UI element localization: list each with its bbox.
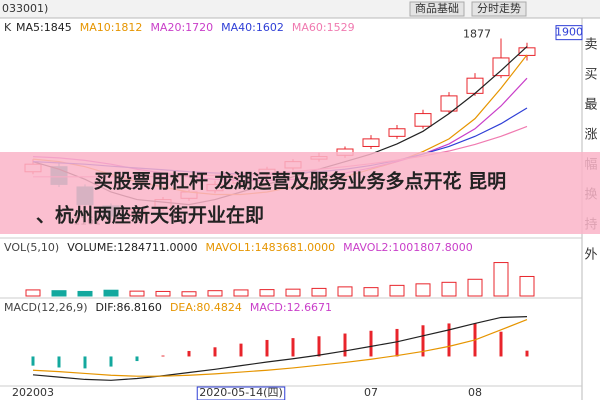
volume-bar (519, 275, 535, 297)
button[interactable] (471, 1, 527, 17)
indicator-label: DEA:80.4824 (170, 301, 242, 314)
high-label: 1877 (463, 27, 491, 40)
sidebar-char: 外 (584, 248, 597, 263)
volume-bar (311, 287, 327, 297)
indicator-label: MAVOL2:1001807.8000 (343, 241, 473, 254)
volume-bar (259, 289, 275, 297)
volume-bar (207, 290, 223, 297)
dif-line (32, 316, 528, 381)
indicator-label: MAVOL1:1483681.0000 (205, 241, 335, 254)
banner-text: 、杭州两座新天街开业在即 (36, 204, 264, 227)
sidebar-char: 涨 (584, 128, 597, 143)
button-label[interactable]: 商品基础 (415, 1, 459, 15)
volume-bar (441, 281, 457, 297)
candle-body (492, 57, 510, 77)
volume-bar (129, 290, 145, 297)
k-label: K (4, 21, 12, 34)
dea-line (32, 318, 528, 377)
banner-bg (0, 152, 600, 234)
banner-text: 买股票用杠杆 龙湖运营及服务业务多点开花 昆明 (94, 170, 506, 193)
legend-entry: MA20:1720 (150, 21, 213, 34)
candle-body (414, 113, 432, 127)
legend-entry: MA5:1845 (16, 21, 72, 34)
volume-bar (337, 286, 353, 297)
indicator-label: DIF:86.8160 (96, 301, 162, 314)
candle-body (362, 138, 380, 147)
y-tick-label: 1900 (555, 26, 583, 39)
x-tick-label: 2020-05-14(四) (199, 386, 283, 399)
candle-body (388, 128, 406, 137)
sidebar-char: 最 (584, 98, 597, 113)
legend-entry: MA60:1529 (292, 21, 355, 34)
date-box (196, 386, 286, 400)
volume-bar (493, 262, 509, 297)
sidebar-char: 买 (584, 68, 597, 83)
volume-bar (77, 290, 93, 297)
x-tick-label: 202003 (12, 386, 54, 399)
volume-bar (155, 290, 171, 297)
candle-body (440, 95, 458, 112)
legend-entry: MA10:1812 (80, 21, 143, 34)
volume-bar (285, 288, 301, 297)
volume-bar (467, 278, 483, 297)
legend-entry: MA40:1602 (221, 21, 284, 34)
volume-bar (389, 284, 405, 297)
indicator-label: VOL(5,10) (4, 241, 59, 254)
indicator-label: MACD:12.6671 (250, 301, 332, 314)
x-tick-label: 08 (468, 386, 482, 399)
volume-bar (415, 283, 431, 297)
volume-bar (181, 291, 197, 297)
x-tick-label: 07 (364, 386, 378, 399)
candle-body (466, 77, 484, 94)
sidebar-char: 卖 (584, 38, 597, 53)
button-label[interactable]: 分时走势 (477, 2, 521, 15)
price-box (555, 25, 583, 41)
stock-code: 033001) (2, 2, 48, 15)
volume-bar (103, 289, 119, 297)
indicator-label: MACD(12,26,9) (4, 301, 88, 314)
volume-bar (363, 287, 379, 297)
volume-bar (25, 289, 41, 297)
indicator-label: VOLUME:1284711.0000 (67, 241, 197, 254)
volume-bar (51, 290, 67, 297)
button[interactable] (409, 1, 465, 17)
volume-bar (233, 289, 249, 297)
